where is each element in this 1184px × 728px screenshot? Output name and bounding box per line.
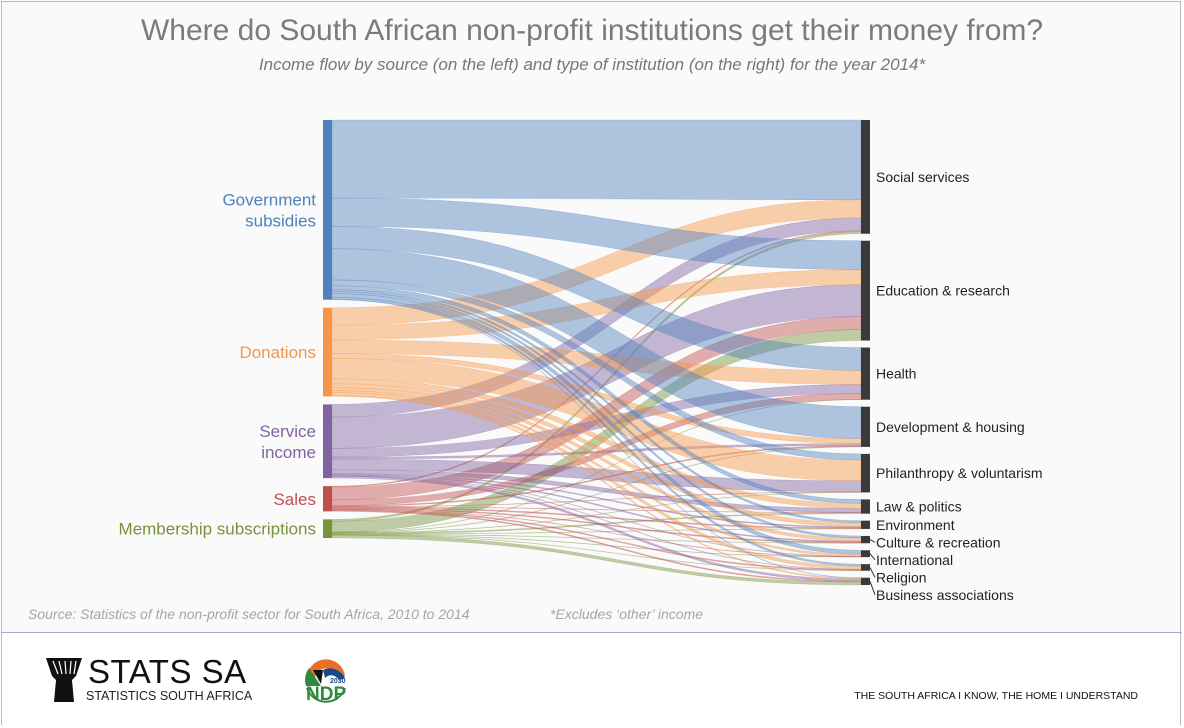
target-label-leader-line [869,539,876,543]
target-label: Development & housing [876,419,1025,435]
target-node-bar [861,240,870,341]
source-label-line: Sales [273,490,316,509]
flow-link-membership-subscriptions-to-education-research [331,329,862,533]
footer-divider [2,632,1182,633]
source-label: Service income [259,422,316,462]
source-label: Sales [273,490,316,509]
ndp-year: 2030 [330,678,346,685]
source-node-bar [323,404,332,479]
flow-link-membership-subscriptions-to-social-services [331,231,862,522]
flow-link-government-subsidies-to-social-services [331,119,862,201]
target-label-leader-line [869,553,876,561]
flow-link-membership-subscriptions-to-international [331,534,862,558]
target-node-bar [861,453,870,493]
flow-link-membership-subscriptions-to-development-housing [331,446,862,533]
source-node-bar [323,307,332,397]
source-label: Membership subscriptions [119,520,316,539]
target-label: Religion [876,569,927,585]
target-node-bar [861,347,870,400]
footer-tagline: THE SOUTH AFRICA I KNOW, THE HOME I UNDE… [854,690,1138,702]
source-label-line: Service [259,422,316,441]
source-label-line: Membership subscriptions [119,520,316,539]
target-node-bar [861,499,870,514]
source-node-bar [323,120,332,300]
target-label: Education & research [876,283,1010,299]
target-label: Culture & recreation [876,534,1001,550]
target-label: International [876,552,953,568]
target-label: Business associations [876,587,1014,603]
source-node-bar [323,486,332,512]
chart-subtitle: Income flow by source (on the left) and … [258,55,926,74]
target-node-bar [861,120,870,234]
target-node-bar [861,577,870,585]
footer [2,633,1180,725]
ndp-logo-text: NDP [306,684,347,705]
flow-link-membership-subscriptions-to-environment [331,528,862,535]
source-label-line: income [261,443,316,462]
target-node-bar [861,520,870,529]
sankey-links [331,119,862,586]
source-label-line: Donations [239,343,316,362]
exclusion-note: *Excludes ‘other’ income [550,606,704,622]
target-node-bar [861,535,870,544]
target-label: Law & politics [876,499,962,515]
source-label: Donations [239,343,316,362]
target-label-leader-line [869,567,876,578]
source-node-bar [323,519,332,538]
source-label: Government subsidies [222,190,316,230]
chart-title: Where do South African non-profit instit… [140,14,1044,47]
ndp-2030-logo-icon [305,659,346,703]
target-label: Health [876,366,916,382]
target-label: Environment [876,517,955,533]
source-label-line: subsidies [245,211,316,230]
flow-link-membership-subscriptions-to-religion [331,534,862,572]
stats-sa-logo-subtitle: STATISTICS SOUTH AFRICA [86,689,253,703]
stats-sa-drum-icon [46,658,82,702]
flow-link-membership-subscriptions-to-health [331,399,862,533]
flow-link-membership-subscriptions-to-law-politics [331,512,862,535]
target-label: Philanthropy & voluntarism [876,465,1043,481]
sankey-diagram: Government subsidies Donations Service incom… [119,119,1043,603]
stats-sa-logo-text: STATS SA [88,653,247,690]
target-label-leader-line [869,581,876,595]
target-node-bar [861,406,870,447]
target-label: Social services [876,169,969,185]
source-label-line: Government [222,190,316,209]
source-note: Source: Statistics of the non-profit sec… [28,606,470,622]
target-node-bar [861,550,870,558]
target-node-bar [861,564,870,571]
